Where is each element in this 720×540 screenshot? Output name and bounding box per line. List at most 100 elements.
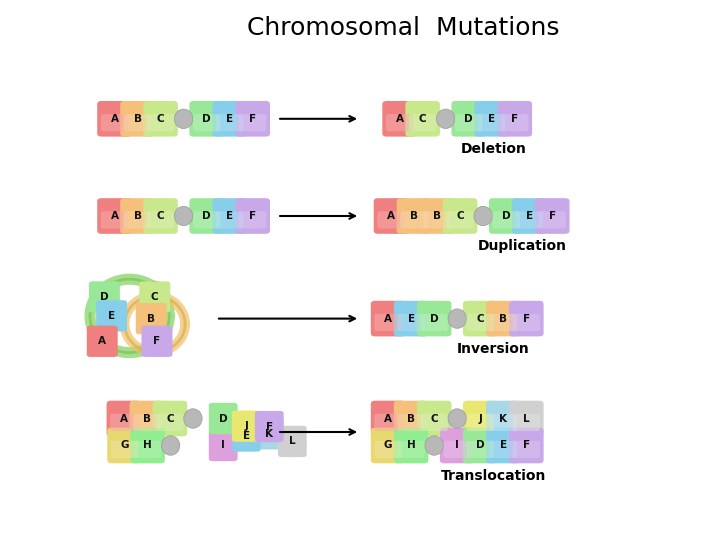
FancyBboxPatch shape (397, 314, 425, 331)
Text: E: E (488, 114, 495, 124)
FancyBboxPatch shape (463, 428, 498, 463)
FancyBboxPatch shape (394, 428, 428, 463)
FancyBboxPatch shape (486, 301, 521, 336)
Text: C: C (166, 414, 174, 423)
FancyBboxPatch shape (509, 401, 544, 436)
Text: I: I (455, 441, 459, 450)
FancyBboxPatch shape (394, 401, 428, 436)
Text: A: A (387, 211, 395, 221)
Ellipse shape (448, 309, 467, 328)
FancyBboxPatch shape (374, 414, 402, 431)
Text: A: A (384, 314, 392, 323)
Text: E: E (243, 431, 250, 441)
Text: I: I (221, 441, 225, 450)
Text: C: C (456, 211, 464, 221)
Text: C: C (477, 314, 484, 323)
Text: A: A (384, 414, 392, 423)
Text: F: F (249, 114, 256, 124)
FancyBboxPatch shape (89, 281, 120, 313)
FancyBboxPatch shape (443, 198, 477, 234)
FancyBboxPatch shape (513, 441, 540, 458)
Text: A: A (98, 336, 107, 346)
FancyBboxPatch shape (239, 114, 266, 131)
FancyBboxPatch shape (156, 414, 184, 431)
FancyBboxPatch shape (130, 401, 164, 436)
FancyBboxPatch shape (86, 326, 118, 357)
FancyBboxPatch shape (417, 301, 451, 336)
FancyBboxPatch shape (486, 401, 521, 436)
Text: D: D (464, 114, 473, 124)
Text: F: F (153, 336, 161, 346)
FancyBboxPatch shape (134, 441, 161, 458)
FancyBboxPatch shape (101, 211, 128, 228)
FancyBboxPatch shape (467, 314, 494, 331)
Text: F: F (249, 211, 256, 221)
FancyBboxPatch shape (255, 418, 284, 449)
FancyBboxPatch shape (147, 211, 174, 228)
Text: Duplication: Duplication (477, 239, 567, 253)
FancyBboxPatch shape (232, 420, 261, 451)
FancyBboxPatch shape (539, 211, 566, 228)
FancyBboxPatch shape (478, 114, 505, 131)
FancyBboxPatch shape (400, 211, 428, 228)
FancyBboxPatch shape (444, 441, 471, 458)
FancyBboxPatch shape (374, 314, 402, 331)
Text: E: E (226, 211, 233, 221)
FancyBboxPatch shape (451, 101, 486, 137)
Text: B: B (143, 414, 151, 423)
FancyBboxPatch shape (143, 101, 178, 137)
Text: F: F (523, 314, 530, 323)
FancyBboxPatch shape (371, 401, 405, 436)
Ellipse shape (184, 409, 202, 428)
FancyBboxPatch shape (232, 410, 261, 442)
FancyBboxPatch shape (101, 114, 128, 131)
FancyBboxPatch shape (135, 303, 167, 334)
FancyBboxPatch shape (140, 281, 171, 313)
FancyBboxPatch shape (467, 414, 494, 431)
Ellipse shape (425, 436, 444, 455)
FancyBboxPatch shape (377, 211, 405, 228)
Text: C: C (157, 114, 164, 124)
FancyBboxPatch shape (463, 301, 498, 336)
FancyBboxPatch shape (120, 198, 155, 234)
FancyBboxPatch shape (110, 414, 138, 431)
FancyBboxPatch shape (239, 211, 266, 228)
FancyBboxPatch shape (133, 414, 161, 431)
Text: E: E (108, 311, 115, 321)
FancyBboxPatch shape (193, 114, 220, 131)
Text: E: E (408, 314, 415, 323)
Text: B: B (499, 314, 508, 323)
FancyBboxPatch shape (278, 426, 307, 457)
Text: C: C (157, 211, 164, 221)
Text: D: D (476, 441, 485, 450)
Text: F: F (523, 441, 530, 450)
Text: B: B (133, 114, 142, 124)
FancyBboxPatch shape (490, 314, 517, 331)
FancyBboxPatch shape (124, 211, 151, 228)
FancyBboxPatch shape (417, 401, 451, 436)
FancyBboxPatch shape (374, 441, 402, 458)
Text: D: D (219, 414, 228, 423)
Text: L: L (523, 414, 530, 423)
FancyBboxPatch shape (513, 314, 540, 331)
Ellipse shape (174, 206, 193, 226)
FancyBboxPatch shape (107, 428, 142, 463)
Text: L: L (289, 436, 296, 447)
FancyBboxPatch shape (382, 101, 417, 137)
FancyBboxPatch shape (97, 198, 132, 234)
FancyBboxPatch shape (255, 411, 284, 442)
Text: A: A (395, 114, 404, 124)
FancyBboxPatch shape (397, 198, 431, 234)
FancyBboxPatch shape (124, 114, 151, 131)
FancyBboxPatch shape (420, 198, 454, 234)
FancyBboxPatch shape (512, 198, 546, 234)
FancyBboxPatch shape (397, 441, 425, 458)
Text: A: A (110, 114, 119, 124)
Text: D: D (202, 211, 211, 221)
Text: C: C (151, 292, 158, 302)
Text: Inversion: Inversion (456, 342, 530, 356)
Ellipse shape (448, 409, 467, 428)
FancyBboxPatch shape (153, 401, 187, 436)
FancyBboxPatch shape (216, 211, 243, 228)
Text: Deletion: Deletion (460, 142, 526, 156)
